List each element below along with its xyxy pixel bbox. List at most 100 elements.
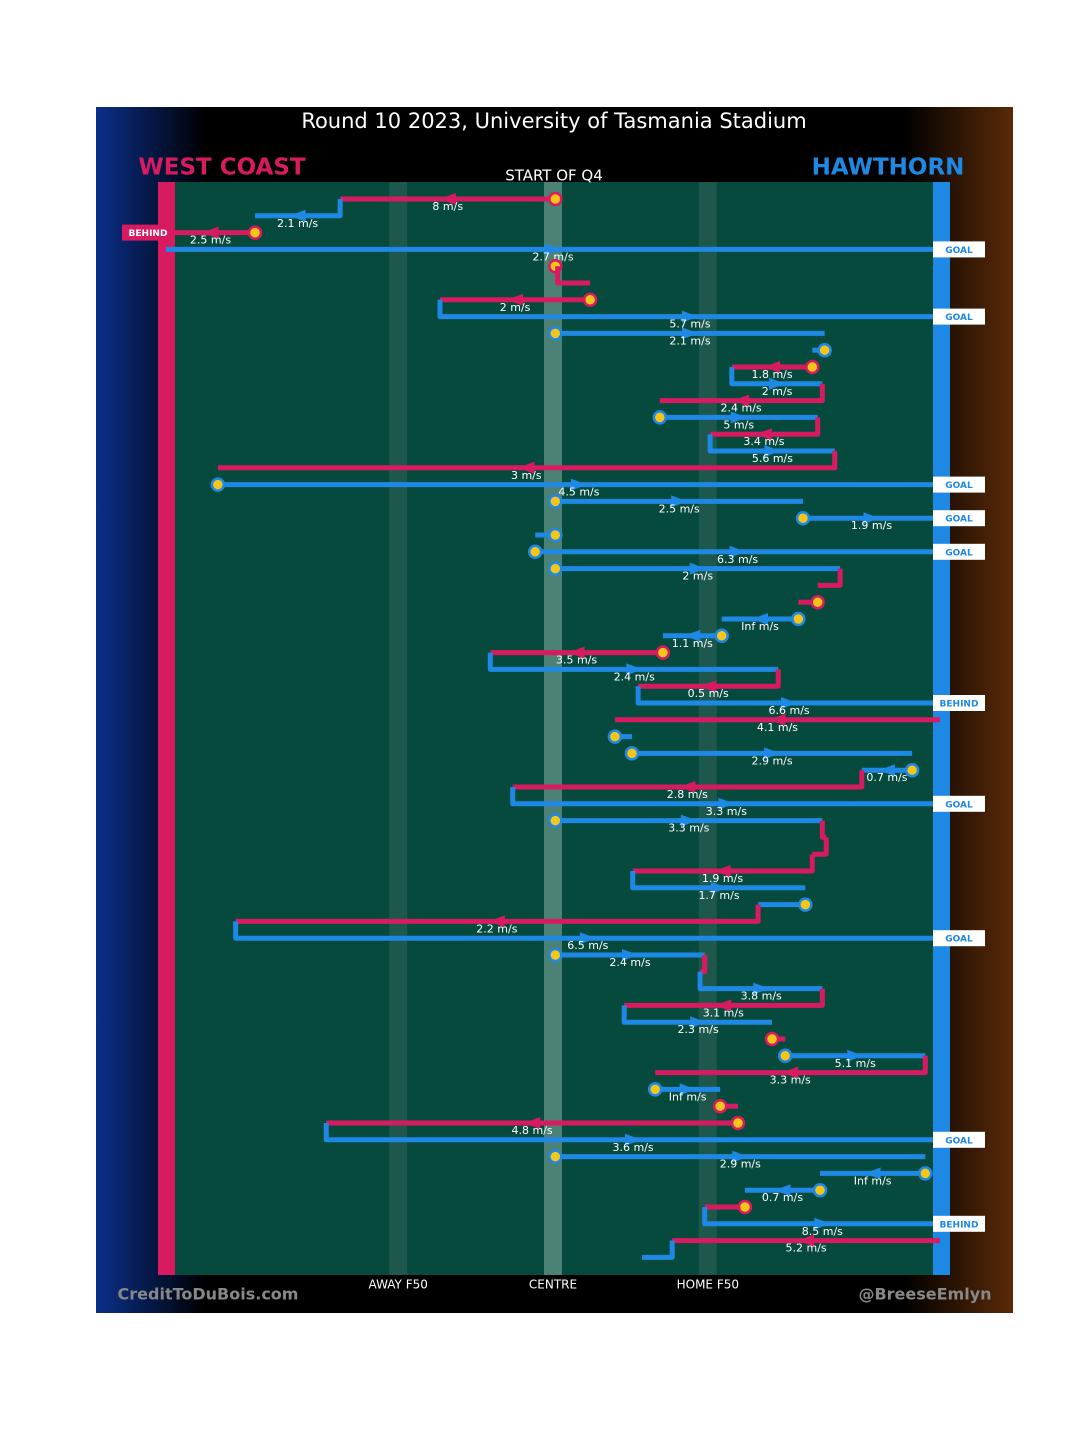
- speed-label: 2.8 m/s: [667, 788, 708, 801]
- outcome-box: [933, 308, 985, 325]
- possession-line: [510, 787, 940, 807]
- stoppage-marker: [247, 225, 263, 240]
- possession-line: [697, 971, 823, 992]
- outcome-label: BEHIND: [940, 700, 979, 710]
- stoppage-marker: [548, 561, 563, 576]
- direction-arrow: [711, 881, 728, 894]
- speed-label: 3.3 m/s: [668, 822, 709, 835]
- direction-arrow: [714, 865, 731, 877]
- direction-arrow: [755, 428, 772, 441]
- direction-arrow: [626, 663, 643, 676]
- direction-arrow: [625, 1133, 642, 1146]
- direction-arrow: [680, 814, 697, 827]
- speed-label: 6.6 m/s: [768, 704, 809, 717]
- possession-line: [624, 988, 825, 1008]
- direction-arrow: [579, 932, 596, 945]
- stoppage-marker: [730, 1115, 746, 1131]
- speed-label: 6.5 m/s: [567, 939, 608, 952]
- x-tick-label: AWAY F50: [369, 1278, 428, 1292]
- speed-label: 3.3 m/s: [706, 805, 747, 818]
- stoppage-marker: [791, 611, 806, 627]
- possession-line: [235, 904, 761, 924]
- outcome-label: GOAL: [945, 515, 973, 525]
- speed-label: 2.3 m/s: [678, 1023, 719, 1036]
- outcome-box: [933, 476, 985, 493]
- speed-label: 1.7 m/s: [698, 889, 739, 902]
- direction-arrow: [689, 562, 706, 575]
- direction-arrow: [622, 949, 639, 961]
- stoppage-marker: [210, 477, 226, 492]
- speed-label: 2.9 m/s: [720, 1158, 761, 1171]
- stoppage-marker: [647, 1082, 663, 1097]
- speed-label: 3.1 m/s: [703, 1006, 744, 1019]
- possession-line: [512, 770, 865, 790]
- speed-label: 0.7 m/s: [866, 771, 907, 784]
- speed-label: 2.5 m/s: [190, 234, 231, 247]
- possession-line: [635, 686, 940, 706]
- direction-arrow: [568, 646, 585, 659]
- stoppage-marker: [548, 1149, 563, 1164]
- stoppage-marker: [582, 292, 598, 308]
- stoppage-marker: [548, 494, 563, 509]
- possession-line: [437, 299, 940, 320]
- speed-label: Inf m/s: [854, 1174, 892, 1187]
- direction-arrow: [671, 495, 688, 508]
- direction-arrow: [847, 1049, 864, 1062]
- speed-label: 4.8 m/s: [512, 1124, 553, 1137]
- stoppage-marker: [904, 762, 920, 778]
- speed-label: 2.1 m/s: [277, 217, 318, 230]
- stoppage-marker: [817, 342, 832, 358]
- speed-label: 3.5 m/s: [556, 654, 597, 667]
- stoppage-marker: [777, 1048, 793, 1064]
- stoppage-marker: [548, 813, 563, 828]
- speed-label: 1.8 m/s: [751, 368, 792, 381]
- direction-arrow: [864, 1167, 881, 1180]
- zone-line: [698, 182, 717, 1275]
- speed-label: 3.3 m/s: [770, 1074, 811, 1087]
- speed-label: 0.5 m/s: [688, 687, 729, 700]
- stoppage-marker: [548, 947, 563, 963]
- possession-line: [707, 434, 835, 454]
- possession-line: [621, 1005, 773, 1025]
- direction-arrow: [681, 310, 698, 323]
- stoppage-marker: [652, 410, 668, 425]
- direction-arrow: [289, 209, 306, 222]
- stoppage-marker: [812, 1182, 828, 1198]
- direction-arrow: [570, 478, 587, 491]
- direction-arrow: [798, 1234, 815, 1247]
- outcome-label: GOAL: [945, 935, 973, 945]
- direction-arrow: [518, 461, 535, 474]
- possession-line: [638, 669, 781, 689]
- direction-arrow: [679, 1083, 696, 1096]
- stoppage-marker: [527, 544, 543, 560]
- speed-label: 1.9 m/s: [702, 872, 743, 885]
- speed-label: 5 m/s: [723, 418, 754, 431]
- direction-arrow: [863, 512, 880, 525]
- subtitle: START OF Q4: [505, 167, 603, 185]
- outcome-box: [933, 1131, 985, 1148]
- outcome-box: [933, 510, 985, 527]
- direction-arrow: [733, 394, 750, 407]
- possession-line: [702, 1207, 940, 1227]
- direction-arrow: [764, 445, 781, 457]
- outcome-box: [933, 1215, 985, 1232]
- speed-label: 2.1 m/s: [669, 334, 710, 347]
- possession-line: [255, 199, 343, 219]
- speed-label: 3.8 m/s: [741, 990, 782, 1003]
- speed-label: 8.5 m/s: [802, 1225, 843, 1238]
- direction-arrow: [439, 193, 456, 205]
- speed-label: 4.5 m/s: [558, 486, 599, 499]
- x-tick-label: CENTRE: [529, 1278, 577, 1292]
- stoppage-marker: [655, 645, 671, 660]
- outcome-label: GOAL: [945, 548, 973, 558]
- direction-arrow: [202, 226, 219, 239]
- direction-arrow: [690, 1016, 707, 1029]
- direction-arrow: [700, 680, 717, 693]
- direction-arrow: [718, 797, 735, 810]
- direction-arrow: [524, 1117, 541, 1129]
- outcome-box: [933, 930, 985, 947]
- outcome-label: GOAL: [945, 800, 973, 810]
- outcome-box: [933, 795, 985, 812]
- right-goal-post: [933, 182, 950, 1275]
